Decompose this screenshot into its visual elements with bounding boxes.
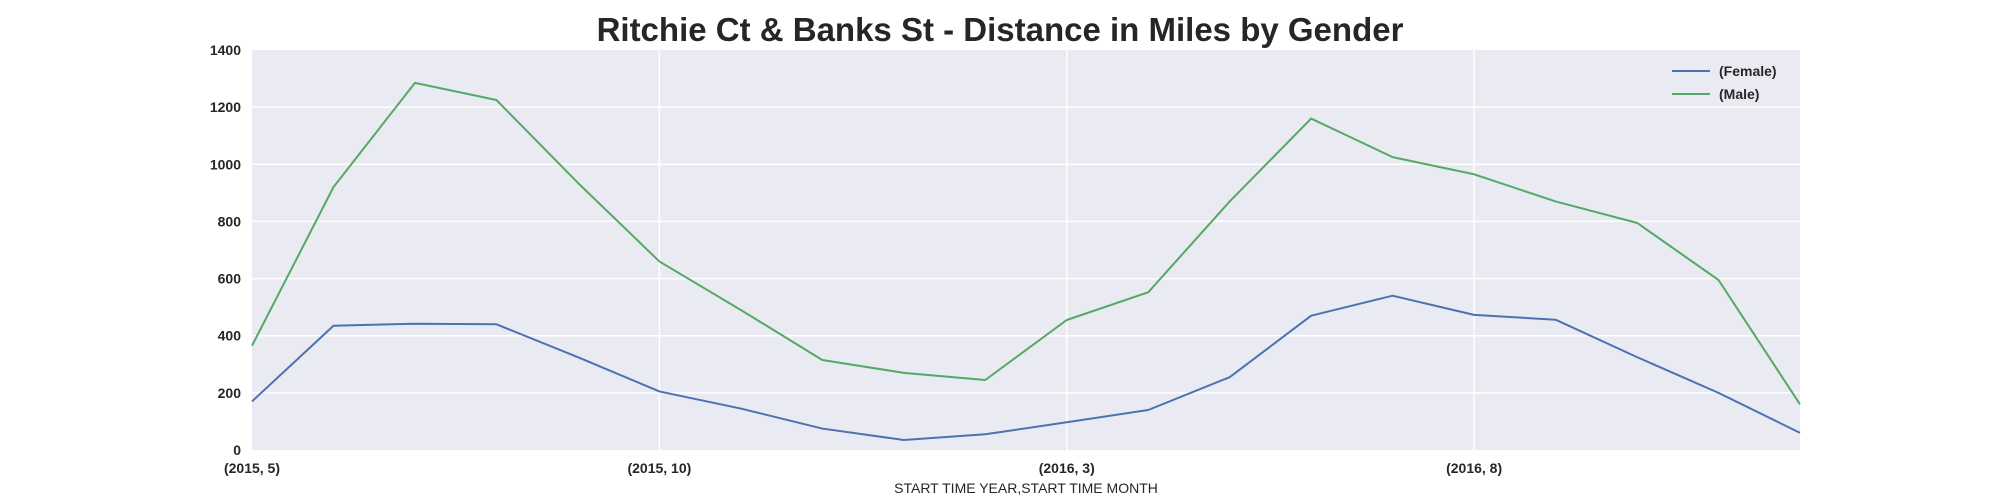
x-tick-label: (2016, 8) [1446,460,1502,476]
series-line-male [251,81,1801,405]
y-tick-label: 0 [233,442,241,458]
series-line-female [251,294,1801,441]
y-tick-label: 200 [218,385,242,401]
y-tick-label: 600 [218,271,242,287]
legend: (Female) (Male) [1672,63,1777,102]
y-axis-ticks: 0 200 400 600 800 1000 1200 1400 [210,42,241,458]
x-axis-label: START TIME YEAR,START TIME MONTH [894,480,1158,496]
chart-title: Ritchie Ct & Banks St - Distance in Mile… [597,11,1404,48]
x-tick-label: (2016, 3) [1039,460,1095,476]
y-tick-label: 1000 [210,156,241,172]
y-tick-label: 1200 [210,99,241,115]
y-tick-label: 1400 [210,42,241,58]
series-lines [251,81,1801,441]
x-axis-ticks: (2015, 5) (2015, 10) (2016, 3) (2016, 8) [224,460,1502,476]
plot-area [252,50,1800,450]
y-tick-label: 400 [218,328,242,344]
grid-lines [252,50,1800,450]
y-tick-label: 800 [218,213,242,229]
x-tick-label: (2015, 10) [627,460,691,476]
legend-label-male: (Male) [1719,86,1759,102]
x-tick-label: (2015, 5) [224,460,280,476]
legend-label-female: (Female) [1719,63,1777,79]
